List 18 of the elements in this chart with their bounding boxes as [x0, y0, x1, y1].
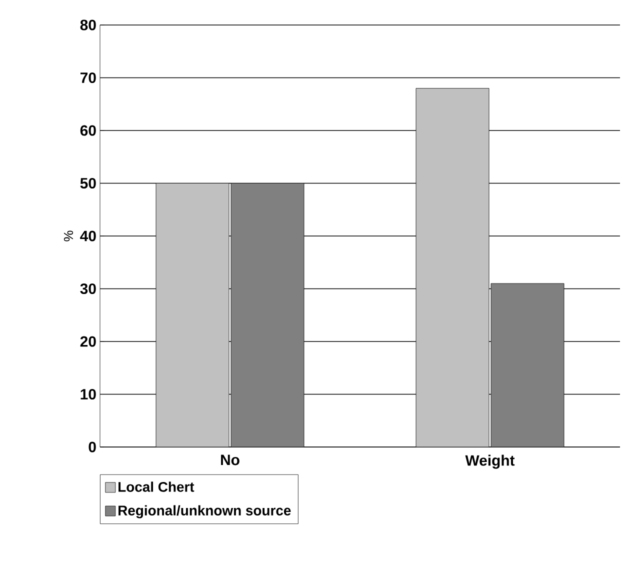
x-tick-label: No [221, 454, 240, 466]
y-tick-label: 10 [80, 388, 96, 400]
y-tick-label: 50 [80, 178, 96, 189]
y-tick-label: 30 [80, 283, 96, 294]
y-tick-label: 70 [80, 72, 96, 84]
y-tick-label: 40 [80, 230, 96, 242]
bar [490, 283, 564, 447]
bar [230, 183, 304, 447]
y-tick-label: 20 [80, 336, 96, 347]
y-tick-label: 80 [80, 20, 96, 30]
legend-label: Regional/unknown source [118, 505, 291, 518]
y-axis-title: % [64, 230, 74, 242]
bar [416, 88, 490, 447]
bar [156, 183, 230, 447]
y-tick-label: 60 [80, 125, 96, 136]
x-tick-label: Weight [465, 454, 515, 469]
legend-label: Local Chert [118, 482, 194, 492]
y-tick-label: 0 [88, 442, 96, 452]
